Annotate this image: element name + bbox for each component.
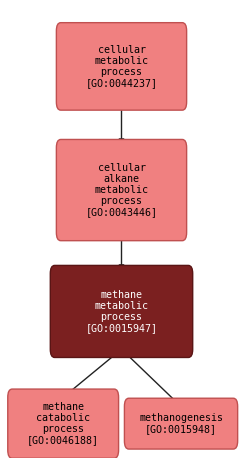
FancyBboxPatch shape (56, 23, 187, 110)
FancyBboxPatch shape (124, 398, 238, 449)
Text: cellular
alkane
metabolic
process
[GO:0043446]: cellular alkane metabolic process [GO:00… (86, 163, 157, 218)
Text: methane
catabolic
process
[GO:0046188]: methane catabolic process [GO:0046188] (27, 402, 99, 446)
Text: cellular
metabolic
process
[GO:0044237]: cellular metabolic process [GO:0044237] (86, 44, 157, 88)
FancyBboxPatch shape (8, 389, 119, 458)
Text: methane
metabolic
process
[GO:0015947]: methane metabolic process [GO:0015947] (86, 289, 157, 333)
FancyBboxPatch shape (50, 266, 193, 357)
Text: methanogenesis
[GO:0015948]: methanogenesis [GO:0015948] (139, 413, 223, 434)
FancyBboxPatch shape (56, 140, 187, 241)
